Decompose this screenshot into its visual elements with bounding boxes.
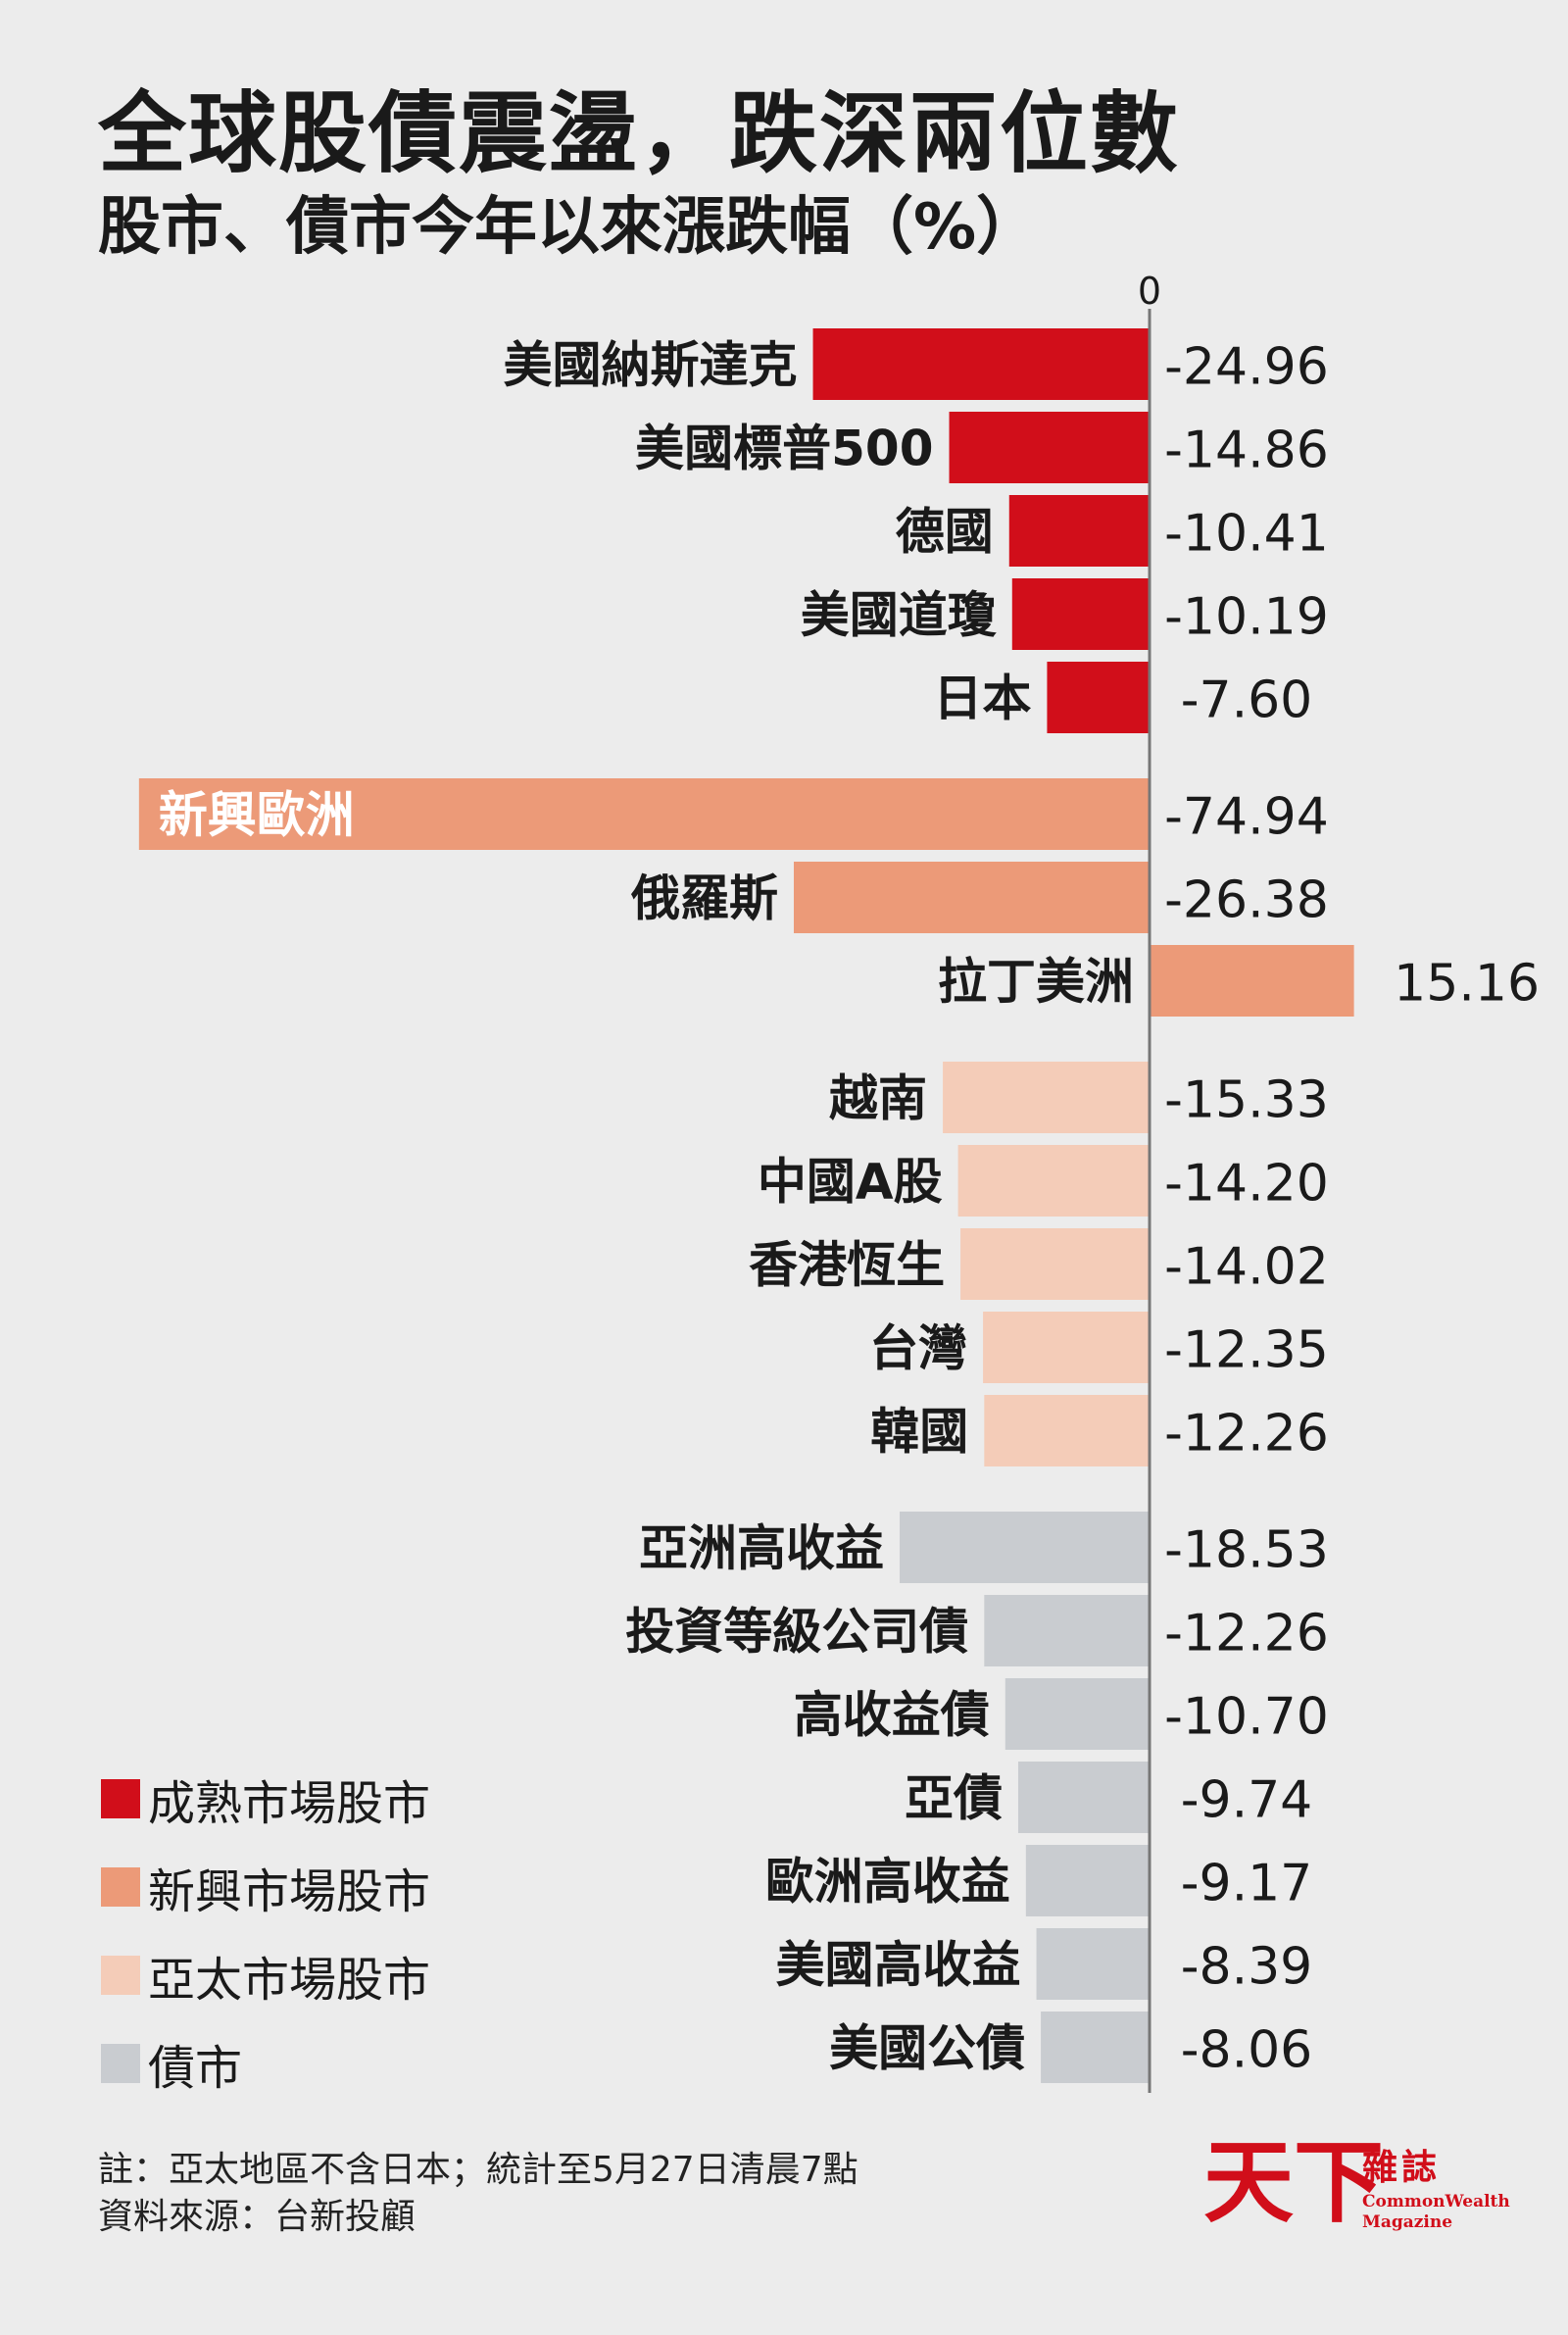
bar xyxy=(984,1595,1150,1666)
value-label: -10.19 xyxy=(1164,588,1329,647)
logo-zz-text: 雜誌 xyxy=(1362,2147,1442,2188)
source-line: 資料來源：台新投顧 xyxy=(98,2197,416,2237)
category-label: 拉丁美洲 xyxy=(938,954,1134,1011)
legend-swatch xyxy=(101,2044,140,2083)
bar xyxy=(1017,1762,1150,1833)
category-label: 俄羅斯 xyxy=(630,870,778,927)
category-label: 美國納斯達克 xyxy=(504,337,798,394)
category-label: 越南 xyxy=(829,1070,927,1127)
category-label: 亞洲高收益 xyxy=(639,1520,884,1577)
value-label: -8.06 xyxy=(1181,2021,1313,2080)
legend-label: 新興市場股市 xyxy=(148,1864,431,1919)
bar xyxy=(984,1395,1150,1466)
legend-label: 成熟市場股市 xyxy=(148,1776,431,1831)
bar xyxy=(1004,1678,1150,1750)
publisher-logo: 天下 雜誌 CommonWealth Magazine xyxy=(1203,2129,1510,2245)
category-label: 台灣 xyxy=(869,1320,967,1377)
legend-swatch xyxy=(101,1956,140,1995)
category-label: 美國標普500 xyxy=(635,421,933,477)
category-label: 投資等級公司債 xyxy=(625,1604,968,1661)
value-label: -12.26 xyxy=(1164,1605,1329,1664)
bar xyxy=(1036,1928,1150,2000)
legend-swatch xyxy=(101,1867,140,1907)
value-label: -7.60 xyxy=(1181,671,1313,730)
legend-label: 亞太市場股市 xyxy=(148,1953,431,2008)
logo-en-text: CommonWealth Magazine xyxy=(1362,2192,1510,2232)
value-label: -14.86 xyxy=(1164,422,1329,480)
bar xyxy=(1008,495,1150,567)
value-label: -14.20 xyxy=(1164,1155,1329,1214)
value-label: -74.94 xyxy=(1164,788,1329,847)
zero-tick-label: 0 xyxy=(1138,270,1161,313)
bar xyxy=(1150,945,1354,1017)
value-label: -18.53 xyxy=(1164,1521,1329,1580)
chart-subtitle: 股市、債市今年以來漲跌幅（%） xyxy=(98,191,1040,264)
legend-swatch xyxy=(101,1779,140,1818)
bar xyxy=(1041,2012,1150,2083)
category-label: 中國A股 xyxy=(758,1154,943,1211)
footnotes: 註：亞太地區不含日本；統計至5月27日清晨7點 資料來源：台新投顧 xyxy=(98,2147,858,2241)
bar xyxy=(943,1062,1150,1133)
legend-label: 債市 xyxy=(148,2041,243,2096)
bar xyxy=(960,1228,1150,1300)
bar xyxy=(794,862,1150,933)
category-label: 美國高收益 xyxy=(776,1937,1021,1994)
bar xyxy=(957,1145,1150,1217)
logo-cn-text: 天下 xyxy=(1203,2129,1385,2235)
bar-chart: 美國納斯達克 -24.96 美國標普500 -14.86 德國 -10.41 美國道瓊 -10… xyxy=(138,270,1540,2093)
value-label: -14.02 xyxy=(1164,1238,1329,1297)
legend: 成熟市場股市 新興市場股市 亞太市場股市 債市 xyxy=(101,1755,430,2108)
category-label: 美國公債 xyxy=(829,2020,1025,2077)
category-label: 新興歐洲 xyxy=(159,787,355,844)
legend-item: 債市 xyxy=(101,2019,430,2108)
category-label: 美國道瓊 xyxy=(801,587,998,644)
value-label: -9.74 xyxy=(1181,1771,1313,1830)
legend-item: 成熟市場股市 xyxy=(101,1755,430,1843)
value-label: 15.16 xyxy=(1394,955,1540,1014)
category-label: 香港恆生 xyxy=(749,1237,945,1294)
bar xyxy=(900,1512,1150,1583)
value-label: -10.41 xyxy=(1164,505,1329,564)
value-label: -9.17 xyxy=(1181,1855,1313,1913)
value-label: -10.70 xyxy=(1164,1688,1329,1747)
value-label: -15.33 xyxy=(1164,1071,1329,1130)
value-label: -12.26 xyxy=(1164,1405,1329,1464)
category-label: 亞債 xyxy=(905,1770,1003,1827)
bar xyxy=(983,1312,1150,1383)
bar xyxy=(812,328,1150,400)
category-label: 韓國 xyxy=(870,1404,968,1461)
value-label: -12.35 xyxy=(1164,1321,1329,1380)
bar xyxy=(949,412,1150,483)
bar xyxy=(1047,662,1150,733)
value-label: -26.38 xyxy=(1164,871,1329,930)
value-label: -24.96 xyxy=(1164,338,1329,397)
bar xyxy=(138,778,1151,850)
value-label: -8.39 xyxy=(1181,1938,1313,1997)
legend-item: 亞太市場股市 xyxy=(101,1931,430,2019)
chart-title: 全球股債震盪，跌深兩位數 xyxy=(98,82,1180,185)
category-label: 德國 xyxy=(896,504,994,561)
category-label: 歐洲高收益 xyxy=(765,1854,1010,1911)
category-label: 高收益債 xyxy=(794,1687,990,1744)
legend-item: 新興市場股市 xyxy=(101,1843,430,1931)
category-label: 日本 xyxy=(933,671,1031,727)
note-line: 註：亞太地區不含日本；統計至5月27日清晨7點 xyxy=(98,2150,858,2190)
bar xyxy=(1011,578,1150,650)
bar xyxy=(1025,1845,1150,1916)
